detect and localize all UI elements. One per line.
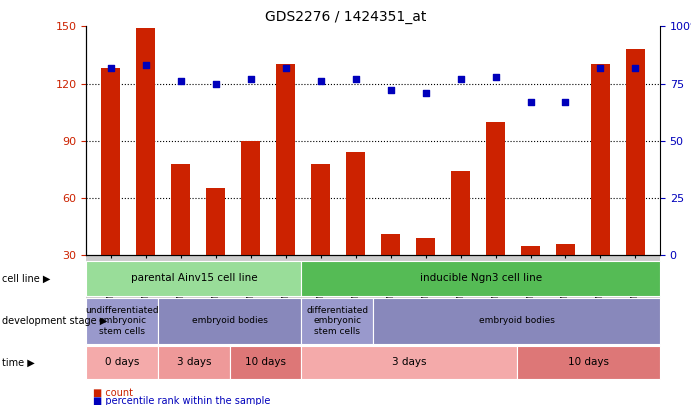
Point [420,90,431,96]
Bar [381,234,400,255]
Bar [626,49,645,255]
Bar [171,164,191,255]
Text: differentiated
embryonic
stem cells: differentiated embryonic stem cells [306,306,368,336]
Point [525,98,536,105]
Bar [241,141,261,255]
Point [210,80,221,87]
Text: embryoid bodies: embryoid bodies [479,316,554,326]
Bar [416,238,435,255]
Point [280,64,291,71]
Bar [311,164,330,255]
Text: embryoid bodies: embryoid bodies [192,316,267,326]
Point [595,64,606,71]
Point [140,62,151,68]
Text: 3 days: 3 days [177,358,211,367]
Bar [556,244,575,255]
Text: time ▶: time ▶ [2,358,35,367]
Text: 0 days: 0 days [105,358,140,367]
Text: inducible Ngn3 cell line: inducible Ngn3 cell line [419,273,542,283]
Bar [591,64,610,255]
Bar [486,122,505,255]
Text: 10 days: 10 days [568,358,609,367]
Point [455,76,466,82]
Text: development stage ▶: development stage ▶ [2,316,107,326]
Point [245,76,256,82]
Point [385,87,396,94]
Text: ■ count: ■ count [93,388,133,398]
Point [176,78,187,85]
Point [315,78,326,85]
Text: parental Ainv15 cell line: parental Ainv15 cell line [131,273,257,283]
Text: cell line ▶: cell line ▶ [2,273,50,283]
Bar [276,64,295,255]
Bar [346,152,366,255]
Point [350,76,361,82]
Point [105,64,116,71]
Point [560,98,571,105]
Bar [521,245,540,255]
Text: ■ percentile rank within the sample: ■ percentile rank within the sample [93,396,271,405]
Bar [102,68,120,255]
Bar [206,188,225,255]
Text: 10 days: 10 days [245,358,286,367]
Bar [451,171,470,255]
Text: GDS2276 / 1424351_at: GDS2276 / 1424351_at [265,10,426,24]
Text: 3 days: 3 days [392,358,426,367]
Point [490,73,501,80]
Bar [136,28,155,255]
Text: undifferentiated
embryonic
stem cells: undifferentiated embryonic stem cells [86,306,159,336]
Point [630,64,641,71]
